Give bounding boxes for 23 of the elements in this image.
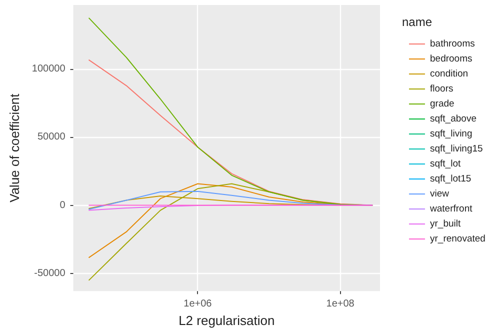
legend-label: sqft_lot15 (430, 174, 472, 184)
x-tick-label: 1e+06 (184, 298, 212, 310)
legend-label: view (430, 188, 450, 200)
legend-label: sqft_lot (430, 158, 461, 170)
legend-label: yr_built (430, 218, 461, 230)
legend-label: waterfront (429, 204, 473, 214)
legend-label: floors (430, 84, 454, 94)
legend-label: grade (430, 98, 454, 110)
y-tick-label: 100000 (32, 64, 66, 75)
x-axis-title: L2 regularisation (178, 313, 275, 328)
y-tick-label: 50000 (37, 132, 66, 143)
legend-label: sqft_above (430, 114, 476, 124)
legend-label: sqft_living15 (430, 144, 483, 154)
y-axis-title: Value of coefficient (7, 93, 22, 202)
y-tick-label: 0 (60, 200, 66, 211)
legend-label: sqft_living (430, 128, 472, 140)
y-tick-label: -50000 (34, 268, 66, 279)
legend-label: yr_renovated (430, 234, 486, 244)
legend-title: name (402, 15, 432, 29)
legend-label: condition (430, 68, 468, 80)
legend-label: bathrooms (430, 38, 476, 50)
legend-label: bedrooms (430, 54, 472, 64)
x-tick-label: 1e+08 (326, 298, 355, 310)
